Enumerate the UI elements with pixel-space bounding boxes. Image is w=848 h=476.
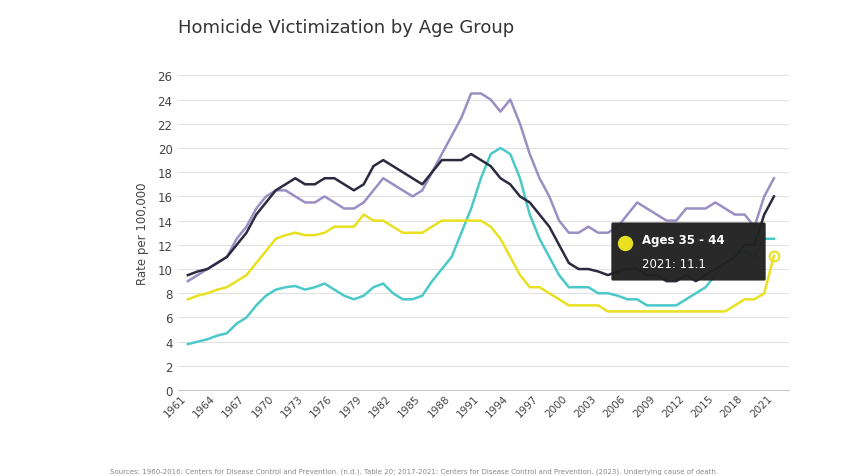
Text: Homicide Victimization by Age Group: Homicide Victimization by Age Group (178, 19, 515, 37)
Text: Sources: 1960-2016: Centers for Disease Control and Prevention. (n.d.). Table 20: Sources: 1960-2016: Centers for Disease … (110, 467, 718, 474)
Y-axis label: Rate per 100,000: Rate per 100,000 (137, 182, 149, 284)
FancyBboxPatch shape (611, 223, 766, 281)
Text: Ages 35 - 44: Ages 35 - 44 (642, 234, 725, 247)
Text: 2021: 11.1: 2021: 11.1 (642, 258, 706, 270)
